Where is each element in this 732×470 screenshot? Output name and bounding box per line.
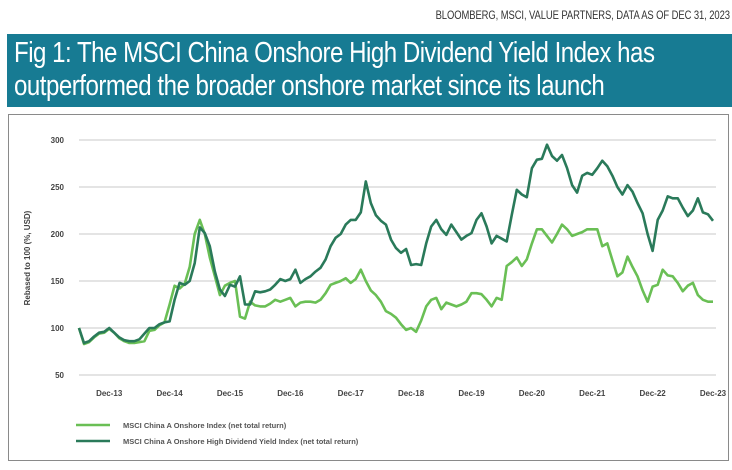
y-tick-label: 300	[51, 136, 65, 145]
series-line-msci-china-a-onshore-high-dividend	[77, 143, 715, 345]
x-tick-label: Dec-14	[156, 389, 183, 398]
x-tick-label: Dec-16	[277, 389, 304, 398]
y-tick-label: 150	[51, 277, 65, 286]
x-tick-label: Dec-19	[458, 389, 485, 398]
x-tick-label: Dec-23	[700, 389, 727, 398]
title-line-2: outperformed the broader onshore market …	[14, 70, 605, 102]
y-tick-label: 100	[51, 324, 65, 333]
x-tick-label: Dec-13	[96, 389, 123, 398]
y-tick-label: 200	[51, 230, 65, 239]
legend-label-high-dividend-index: MSCI China A Onshore High Dividend Yield…	[123, 437, 359, 446]
x-tick-label: Dec-21	[579, 389, 606, 398]
x-tick-label: Dec-20	[519, 389, 546, 398]
x-tick-label: Dec-15	[217, 389, 244, 398]
series-line-msci-china-a-onshore	[77, 218, 713, 346]
chart-frame	[8, 114, 729, 461]
title-banner: Fig 1: The MSCI China Onshore High Divid…	[7, 34, 732, 107]
x-tick-label: Dec-22	[639, 389, 666, 398]
y-tick-label: 50	[55, 371, 64, 380]
series-lines	[77, 143, 715, 346]
y-tick-label: 250	[51, 183, 65, 192]
chart-title: Fig 1: The MSCI China Onshore High Divid…	[14, 37, 655, 103]
x-axis-ticks: Dec-13 Dec-14 Dec-15 Dec-16 Dec-17 Dec-18 Dec-…	[96, 389, 727, 398]
gridlines	[79, 139, 716, 376]
title-line-1: Fig 1: The MSCI China Onshore High Divid…	[14, 37, 655, 69]
x-tick-label: Dec-18	[398, 389, 425, 398]
y-axis-label: Rebased to 100 (%, USD)	[23, 210, 32, 305]
legend-label-broad-index: MSCI China A Onshore Index (net total re…	[123, 421, 287, 430]
source-note: BLOOMBERG, MSCI, VALUE PARTNERS, DATA AS…	[435, 10, 730, 22]
y-axis-ticks: 50 100 150 200 250 300	[51, 136, 65, 380]
x-tick-label: Dec-17	[338, 389, 365, 398]
legend: MSCI China A Onshore Index (net total re…	[76, 421, 359, 446]
